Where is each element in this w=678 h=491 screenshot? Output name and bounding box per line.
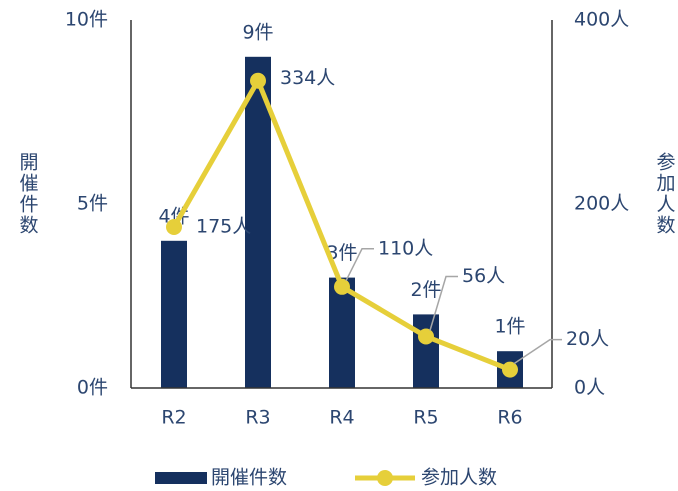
y2-axis-title: 参加人数 bbox=[654, 152, 676, 236]
line-value-label: 175人 bbox=[196, 216, 251, 238]
bar bbox=[413, 314, 439, 388]
y2-tick-label: 200人 bbox=[574, 193, 629, 215]
bar bbox=[245, 56, 271, 389]
legend-label: 開催件数 bbox=[211, 467, 287, 489]
bar-value-label: 9件 bbox=[242, 21, 273, 43]
y-axis-title: 開催件数 bbox=[17, 152, 39, 236]
line-marker bbox=[166, 219, 182, 235]
y2-tick-label: 0人 bbox=[574, 377, 605, 399]
line-value-label: 56人 bbox=[462, 265, 505, 287]
line-marker bbox=[418, 328, 434, 345]
y2-tick-label: 400人 bbox=[574, 9, 629, 31]
x-tick-label: R4 bbox=[329, 407, 354, 429]
bar-value-label: 1件 bbox=[494, 316, 525, 338]
x-tick-label: R3 bbox=[245, 407, 270, 429]
line-value-label: 110人 bbox=[378, 237, 433, 259]
bar-value-label: 2件 bbox=[410, 279, 441, 301]
y-tick-label: 10件 bbox=[65, 9, 108, 31]
x-tick-label: R6 bbox=[497, 407, 522, 429]
legend-label: 参加人数 bbox=[421, 467, 497, 489]
leader-line bbox=[513, 338, 562, 365]
line-marker bbox=[334, 278, 350, 295]
legend-swatch bbox=[155, 472, 207, 484]
line-marker bbox=[250, 72, 266, 89]
bar bbox=[329, 277, 355, 388]
x-tick-label: R2 bbox=[161, 407, 186, 429]
bar-value-label: 3件 bbox=[326, 242, 357, 264]
leader-line bbox=[345, 248, 374, 282]
legend-marker bbox=[377, 470, 393, 486]
y-tick-label: 5件 bbox=[77, 193, 108, 215]
x-tick-label: R5 bbox=[413, 407, 438, 429]
line-marker bbox=[502, 361, 518, 378]
leader-line bbox=[429, 275, 458, 331]
line-value-label: 20人 bbox=[566, 328, 609, 350]
bar bbox=[161, 240, 187, 388]
line-value-label: 334人 bbox=[280, 67, 335, 89]
y-tick-label: 0件 bbox=[77, 377, 108, 399]
